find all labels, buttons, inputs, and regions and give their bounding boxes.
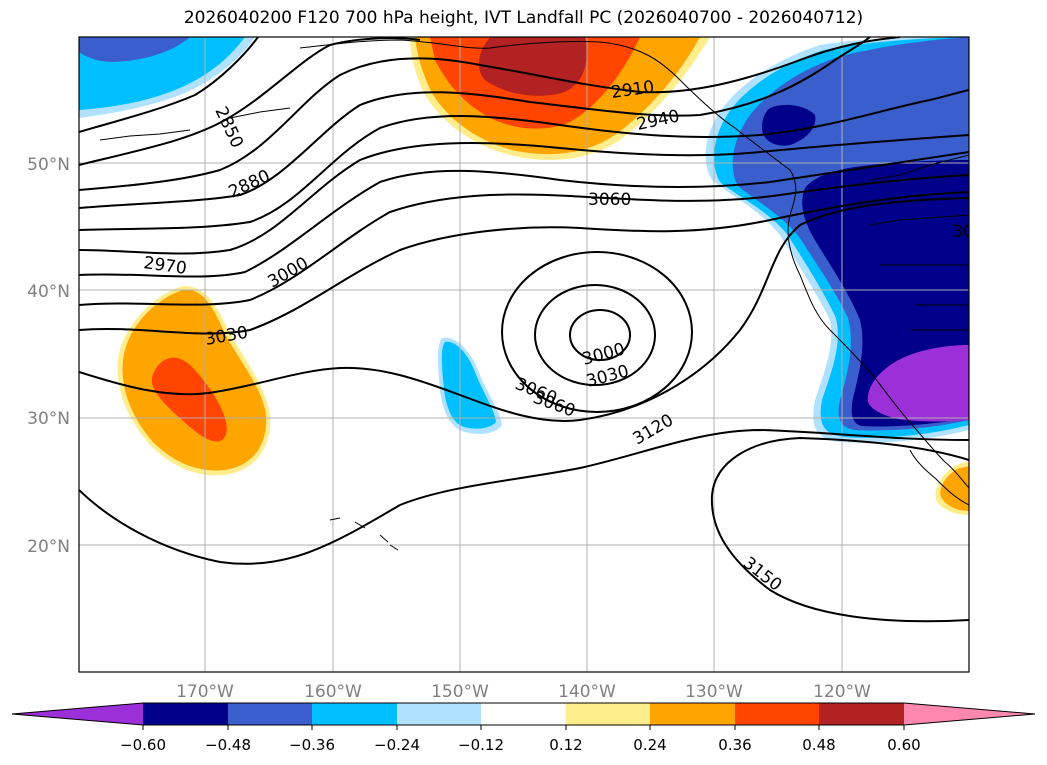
lat-label: 50°N	[27, 155, 70, 175]
colorbar-tick-label: −0.60	[120, 736, 166, 754]
colorbar-segment	[650, 703, 735, 725]
colorbar-segment	[735, 703, 819, 725]
colorbar-segment	[312, 703, 397, 725]
map-frame	[78, 36, 970, 673]
contour-label: 30	[952, 222, 974, 242]
lon-label: 150°W	[431, 682, 489, 702]
shading-west-pacific-positive	[117, 286, 271, 476]
lat-label: 40°N	[27, 282, 70, 302]
longitude-labels: 170°W 160°W 150°W 140°W 130°W 120°W	[176, 682, 871, 702]
colorbar-segment	[566, 703, 650, 725]
colorbar-segment	[819, 703, 904, 725]
lat-label: 30°N	[27, 409, 70, 429]
lon-label: 160°W	[304, 682, 362, 702]
height-contours	[79, 37, 969, 623]
shading-central-pacific-negative	[438, 337, 502, 434]
colorbar-segment	[481, 703, 566, 725]
colorbar-tick-label: −0.12	[458, 736, 504, 754]
colorbar-tick-label: 0.24	[633, 736, 666, 754]
lon-label: 140°W	[558, 682, 616, 702]
colorbar-tick-label: −0.24	[374, 736, 420, 754]
colorbar-tick-label: 0.60	[887, 736, 920, 754]
colorbar-segment	[228, 703, 312, 725]
colorbar-extend-low	[12, 703, 143, 725]
graticule	[79, 37, 969, 672]
latitude-labels: 50°N 40°N 30°N 20°N	[27, 155, 70, 557]
shading-nw-negative	[79, 37, 255, 118]
colorbar-extend-high	[904, 703, 1035, 725]
colorbar-tick-label: 0.36	[718, 736, 751, 754]
colorbar-tick-label: 0.48	[802, 736, 835, 754]
colorbar-segment	[397, 703, 481, 725]
map-title: 2026040200 F120 700 hPa height, IVT Land…	[183, 8, 864, 28]
colorbar-tick-label: 0.12	[549, 736, 582, 754]
shading-mexico-positive	[935, 462, 969, 515]
colorbar-segment	[143, 703, 228, 725]
contour-label: 3060	[588, 190, 631, 210]
colorbar-tick-label: −0.48	[205, 736, 251, 754]
lon-label: 170°W	[176, 682, 234, 702]
colorbar-tick-label: −0.36	[289, 736, 335, 754]
lon-label: 120°W	[813, 682, 871, 702]
map-panel: 2850 2880 2910 2940 2970 3000 3030 3060 …	[79, 37, 974, 672]
lon-label: 130°W	[685, 682, 743, 702]
lat-label: 20°N	[27, 537, 70, 557]
colorbar: −0.60 −0.48 −0.36 −0.24 −0.12 0.12 0.24 …	[11, 702, 1036, 754]
coastlines	[99, 39, 969, 551]
